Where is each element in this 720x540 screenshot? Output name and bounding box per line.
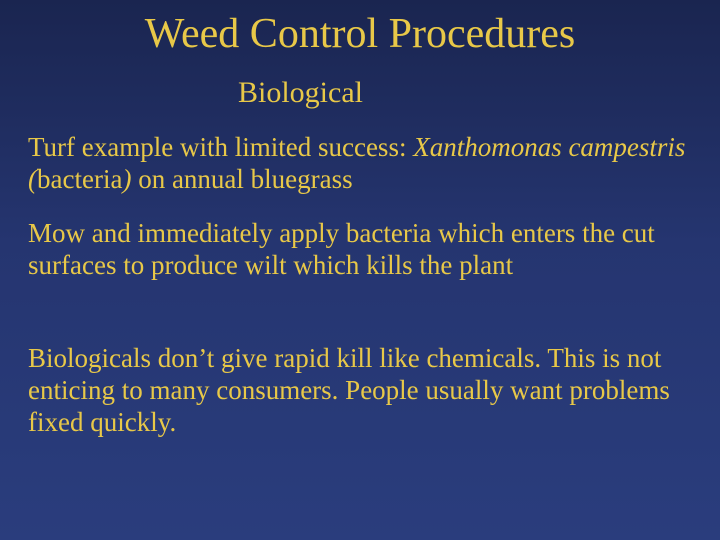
slide-title: Weed Control Procedures [28, 10, 692, 58]
spacer [28, 303, 692, 343]
paragraph-3: Biologicals don’t give rapid kill like c… [28, 343, 692, 439]
p1-text-e: on annual bluegrass [131, 164, 352, 194]
p1-text-a: Turf example with limited success: [28, 132, 413, 162]
paragraph-1: Turf example with limited success: Xanth… [28, 132, 692, 196]
p1-text-c: bacteria [37, 164, 122, 194]
slide: Weed Control Procedures Biological Turf … [0, 0, 720, 540]
slide-subtitle: Biological [238, 76, 692, 110]
paragraph-2: Mow and immediately apply bacteria which… [28, 218, 692, 282]
